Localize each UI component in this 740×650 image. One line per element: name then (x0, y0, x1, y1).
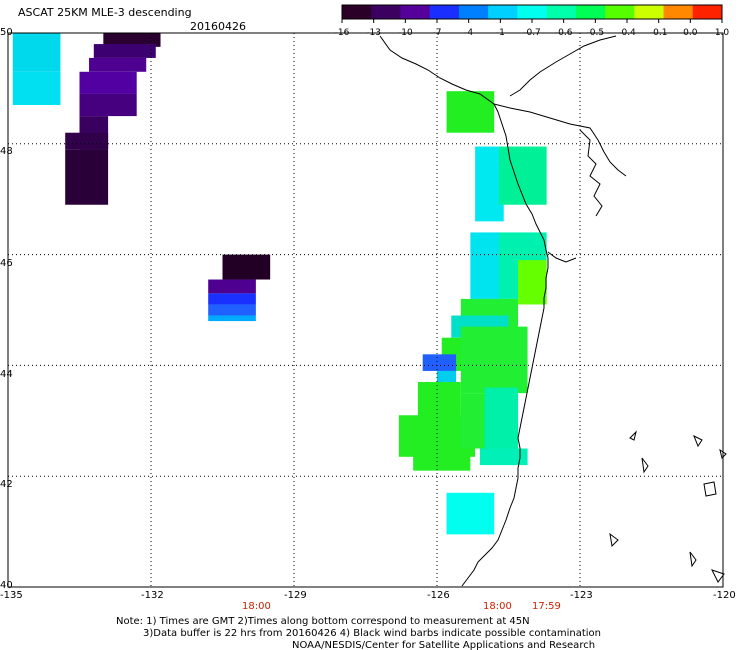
data-cell (65, 132, 109, 150)
map-title: ASCAT 25KM MLE-3 descending (18, 6, 192, 19)
x-tick-label: -132 (141, 590, 164, 601)
data-cell (484, 387, 519, 449)
data-cell (208, 315, 256, 322)
colorbar-segment (634, 5, 665, 19)
data-cell (12, 33, 61, 72)
data-cell (103, 33, 161, 47)
footer-note: Note: 1) Times are GMT 2)Times along bot… (116, 616, 530, 627)
colorbar-segment (546, 5, 577, 19)
time-label: 18:00 (242, 601, 271, 612)
colorbar-segment (488, 5, 518, 19)
data-cell (79, 71, 137, 94)
y-tick-label: 44 (0, 369, 13, 380)
y-tick-label: 46 (0, 258, 13, 269)
colorbar-segment (342, 5, 372, 19)
footer-note: NOAA/NESDIS/Center for Satellite Applica… (292, 640, 596, 650)
y-tick-label: 48 (0, 146, 13, 157)
y-tick-label: 40 (0, 580, 13, 591)
y-tick-label: 42 (0, 479, 13, 490)
colorbar-segment (575, 5, 606, 19)
data-cell (208, 293, 256, 305)
colorbar-segment (692, 5, 723, 19)
data-cell (65, 149, 109, 205)
graticule (8, 33, 723, 587)
colorbar-segment (663, 5, 694, 19)
x-tick-label: -129 (284, 590, 307, 601)
x-tick-label: -135 (0, 590, 23, 601)
y-tick-label: 50 (0, 27, 13, 38)
footer-note: 3)Data buffer is 22 hrs from 20160426 4)… (143, 628, 601, 639)
data-cell (413, 448, 471, 471)
data-cell (208, 279, 256, 294)
colorbar-segment (400, 5, 431, 19)
data-cell (422, 354, 457, 371)
colorbar-segment (517, 5, 548, 19)
time-label: 18:00 (483, 601, 512, 612)
map-date: 20160426 (190, 20, 246, 33)
x-tick-label: -123 (570, 590, 593, 601)
colorbar-segment (371, 5, 401, 19)
x-tick-label: -126 (427, 590, 450, 601)
data-cell (208, 304, 256, 316)
data-cell (79, 93, 137, 117)
data-cell (446, 91, 495, 133)
inland-lakes (609, 430, 727, 583)
data-cell (89, 57, 147, 72)
map-frame (7, 32, 724, 588)
x-tick-label: -120 (713, 590, 736, 601)
colorbar-segment (605, 5, 635, 19)
data-cell (479, 448, 528, 466)
data-cell (518, 260, 547, 305)
colorbar-segment (458, 5, 489, 19)
time-label: 17:59 (532, 601, 561, 612)
data-cell (93, 44, 156, 58)
data-cell (470, 232, 499, 299)
data-cell (460, 326, 528, 394)
colorbar-segment (429, 5, 460, 19)
data-cell (446, 492, 495, 535)
data-cell (222, 254, 271, 280)
coastline (379, 35, 627, 587)
data-cell (12, 71, 61, 106)
